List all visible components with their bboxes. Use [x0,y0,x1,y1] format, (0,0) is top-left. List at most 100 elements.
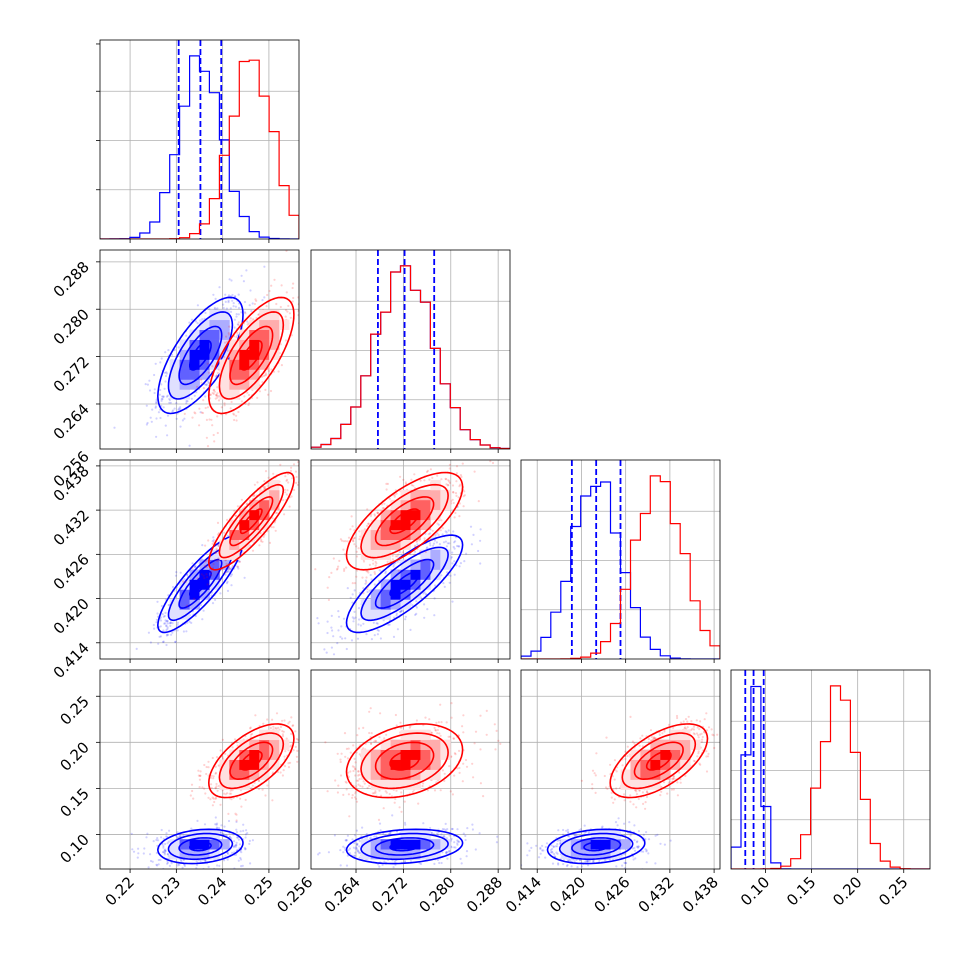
scatter-point [459,483,462,486]
scatter-point [606,787,609,791]
scatter-point [345,747,348,751]
scatter-point [149,416,152,419]
scatter-point [295,737,299,741]
scatter-point [162,406,165,409]
scatter-point [452,737,456,740]
scatter-point [193,566,197,569]
scatter-point [314,568,317,571]
scatter-point [347,771,350,774]
scatter-point [439,789,442,792]
density-cell [410,729,421,741]
scatter-point [396,628,399,631]
scatter-point [634,857,637,860]
scatter-point [601,825,604,828]
scatter-point [451,498,454,501]
scatter-point [353,582,357,585]
contour-0-2 [558,832,634,861]
scatter-point [286,310,289,313]
scatter-point [358,856,361,859]
scatter-point [207,381,210,385]
density-cell [370,549,382,560]
density-cell [259,499,270,511]
scatter-point [217,395,220,398]
x-tick-label: 0.24 [194,873,230,909]
scatter-point [323,648,326,651]
scatter-point [234,844,237,847]
scatter-point [283,765,287,768]
contours-1-3-0 [207,723,295,799]
scatter-point [235,419,238,422]
scatter-point [556,852,559,855]
density-cell [380,769,391,780]
scatter-point [632,803,635,806]
scatter-point [166,414,170,417]
scatter-point [214,786,217,789]
contours-1-2-1 [345,471,464,571]
scatter-point [280,284,283,287]
scatter-point [274,529,277,532]
scatter-point [716,733,719,736]
scatter-point [393,801,396,804]
scatter-point [358,753,361,756]
scatter-point [224,834,227,837]
scatter-point [647,852,650,855]
scatter-point [445,851,448,854]
scatter-point [203,564,206,568]
scatter-point [161,851,165,854]
scatter-point [373,571,376,574]
contour-1-0 [239,340,263,371]
scatter-point [262,535,265,538]
scatter-point [203,787,206,790]
scatter-point [461,780,464,783]
scatter-point [230,573,234,576]
scatter-point [248,842,251,846]
scatter-point [237,323,240,326]
series-1-panel-2-0 [182,461,299,607]
scatter-point [214,771,217,775]
density-cell [390,509,401,521]
scatter-point [633,849,637,852]
scatter-point [160,828,163,832]
density-cell [199,559,210,570]
scatter-point [166,473,168,475]
density-cell [420,509,431,521]
scatter-point [458,749,461,753]
density-cell [219,549,230,560]
scatter-point [160,604,163,608]
scatter-point [179,425,182,428]
scatter-point [233,509,236,512]
scatter-point [693,760,697,763]
scatter-point [441,769,444,772]
scatter-point [429,544,432,547]
density-cell [179,359,190,370]
scatter-point [456,842,459,845]
scatter-point [156,864,159,867]
scatter-point [275,302,278,306]
scatter-point [453,516,456,519]
density-cell [420,839,431,850]
scatter-point [207,796,210,799]
scatter-point [373,792,376,795]
scatter-point [423,603,426,606]
scatter-point [217,764,220,767]
scatter-point [526,842,529,845]
scatter-point [436,832,439,835]
scatter-point [271,517,274,520]
scatter-point [637,797,640,801]
scatter-point [210,594,213,597]
scatter-point [215,393,218,396]
density-cell [259,319,270,330]
scatter-point [160,398,163,401]
density-cell [600,849,611,860]
scatter-point [375,622,378,625]
scatter-point [638,744,641,747]
scatter-point [169,624,172,628]
scatter-point [337,615,341,618]
scatter-point [413,553,416,556]
scatter-point [471,762,474,765]
scatter-point [240,865,243,868]
scatter-point [701,738,704,741]
contour-1-2 [218,483,285,559]
scatter-point [555,851,558,854]
scatter-point [198,786,201,789]
